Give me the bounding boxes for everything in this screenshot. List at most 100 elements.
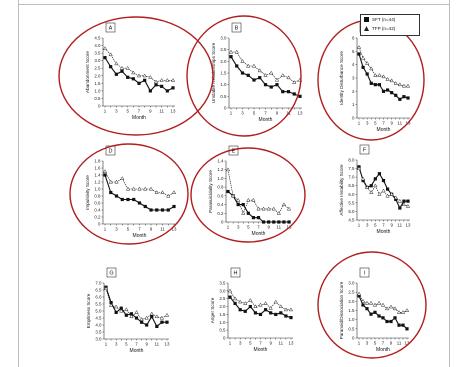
y-tick-label: 4.0 xyxy=(95,323,102,328)
x-tick-label: 5 xyxy=(127,227,130,232)
tfp-point xyxy=(258,302,263,307)
tfp-point xyxy=(263,301,268,305)
sft-point xyxy=(369,81,373,85)
tfp-point xyxy=(119,65,125,70)
y-tick-label: 2 xyxy=(352,89,355,94)
tfp-point xyxy=(271,206,276,211)
tfp-point xyxy=(243,301,248,305)
x-tick-label: 13 xyxy=(171,109,176,114)
legend-label-sft: SFT (n=44) xyxy=(372,17,396,22)
x-axis-title: Month xyxy=(130,348,144,354)
triangle-marker-icon xyxy=(364,26,369,31)
tfp-point xyxy=(251,197,256,202)
y-tick-label: 5.5 xyxy=(95,302,102,307)
tfp-point xyxy=(108,303,114,307)
sft-point xyxy=(394,197,398,202)
sft-point xyxy=(235,64,239,68)
tfp-point xyxy=(373,73,378,77)
tfp-point xyxy=(256,206,261,211)
sft-point xyxy=(289,315,293,320)
sft-point xyxy=(150,315,154,319)
tfp-point xyxy=(405,203,411,208)
sft-point xyxy=(357,294,361,298)
y-tick-label: 5.0 xyxy=(95,309,102,314)
x-tick-label: 1 xyxy=(104,227,107,232)
tfp-point xyxy=(286,75,291,80)
y-tick-label: 0 xyxy=(98,104,101,109)
tfp-point xyxy=(240,59,245,63)
y-tick-label: 1.2 xyxy=(94,180,101,185)
sft-point xyxy=(385,88,390,92)
sft-point xyxy=(397,323,401,327)
sft-point xyxy=(402,199,406,203)
tfp-point xyxy=(392,306,398,311)
highlight-circle xyxy=(317,19,425,141)
tfp-point xyxy=(393,195,398,200)
x-tick-label: 1 xyxy=(229,341,232,346)
y-tick-label: 1.5 xyxy=(94,81,101,86)
sft-point xyxy=(241,202,245,207)
y-tick-label: 7.0 xyxy=(348,175,355,180)
chart-panel-i: 00.51.01.52.02.53.01 3 5 7 9 11 13MonthParanoi… xyxy=(339,267,410,353)
x-tick-label: 7 xyxy=(382,121,385,126)
panel-letter: A xyxy=(109,26,113,32)
x-axis-title: Month xyxy=(259,117,273,123)
tfp-point xyxy=(269,70,274,75)
x-tick-label: 7 xyxy=(257,225,260,230)
tfp-point xyxy=(268,305,273,310)
x-axis-title: Month xyxy=(252,231,266,237)
tfp-point xyxy=(377,191,382,196)
tfp-point xyxy=(129,314,134,319)
y-tick-label: 2.0 xyxy=(348,299,355,304)
sft-point xyxy=(228,295,232,299)
legend-item-sft: SFT (n=44) xyxy=(361,16,419,24)
sft-point xyxy=(160,84,164,88)
x-tick-label: 5 xyxy=(374,121,377,126)
sft-point xyxy=(229,55,233,59)
y-tick-label: 2.5 xyxy=(219,296,226,301)
y-tick-label: 3.0 xyxy=(220,36,227,41)
sft-point xyxy=(298,94,302,98)
x-tick-label: 5 xyxy=(253,111,256,116)
tfp-point xyxy=(248,297,253,302)
x-tick-label: 11 xyxy=(279,341,284,346)
tfp-point xyxy=(241,210,246,215)
x-tick-label: 7 xyxy=(138,109,141,114)
x-tick-label: 3 xyxy=(115,342,118,347)
x-tick-label: 5 xyxy=(125,342,128,347)
tfp-point xyxy=(103,286,109,291)
y-tick-label: 0.5 xyxy=(94,96,101,101)
y-tick-label: 1.5 xyxy=(219,312,226,317)
x-tick-label: 5 xyxy=(249,341,252,346)
y-axis-title: Affective Instability Score xyxy=(339,164,344,216)
x-tick-label: 11 xyxy=(397,341,402,346)
sft-point xyxy=(381,178,386,183)
tfp-point xyxy=(246,197,251,202)
tfp-point xyxy=(286,206,292,211)
x-tick-label: 5 xyxy=(247,225,250,230)
sft-point xyxy=(381,89,386,93)
tfp-point xyxy=(154,314,159,319)
tfp-point xyxy=(170,78,176,82)
tfp-point xyxy=(385,77,390,81)
x-tick-label: 3 xyxy=(366,341,369,346)
x-tick-label: 9 xyxy=(390,223,393,228)
sft-point xyxy=(129,312,134,316)
x-tick-label: 9 xyxy=(269,341,272,346)
tfp-point xyxy=(142,73,147,78)
sft-point xyxy=(272,220,276,224)
x-tick-label: 3 xyxy=(239,341,242,346)
sft-point xyxy=(373,177,377,181)
legend: SFT (n=44) TFP (n=42) xyxy=(360,14,420,36)
sft-point xyxy=(361,65,365,69)
sft-point xyxy=(143,78,147,82)
tfp-point xyxy=(143,186,148,191)
chart-panel-a: 00.51.01.52.02.53.03.54.04.51 3 5 7 9 11 13Mon… xyxy=(85,22,176,121)
tfp-point xyxy=(154,190,159,194)
sft-point xyxy=(405,327,409,331)
tfp-point xyxy=(228,49,234,54)
tfp-point xyxy=(134,310,139,314)
x-tick-label: 3 xyxy=(241,111,244,116)
